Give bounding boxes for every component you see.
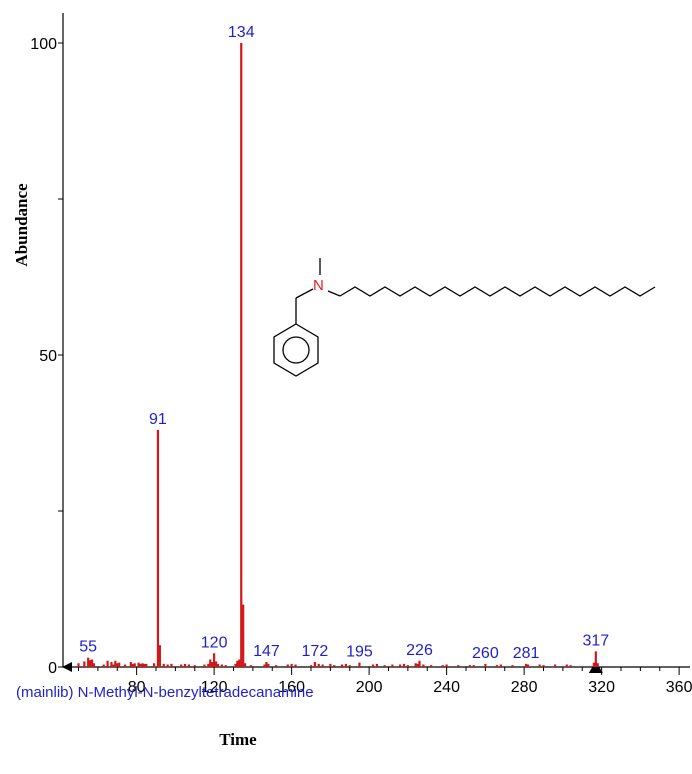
major-peak-bars: [87, 43, 597, 667]
x-axis-title: Time: [219, 730, 257, 749]
peak-label: 195: [346, 644, 373, 661]
n-benzyl-bond: [295, 288, 314, 299]
x-axis-left-arrow-icon: [62, 662, 72, 672]
y-tick-label: 100: [30, 36, 57, 53]
benzene-ring: [273, 323, 319, 377]
minor-peak-bars: [77, 645, 599, 667]
x-tick-label: 240: [433, 679, 460, 696]
x-tick-label: 360: [666, 679, 692, 696]
x-tick-label: 120: [201, 679, 228, 696]
peak-label: 55: [79, 639, 97, 656]
peak-label: 120: [201, 634, 228, 651]
peak-label: 226: [406, 642, 433, 659]
y-tick-label: 0: [48, 660, 57, 677]
peak-label: 317: [582, 632, 609, 649]
y-axis-title: Abundance: [12, 183, 31, 267]
x-tick-label: 160: [278, 679, 305, 696]
peak-label: 260: [472, 645, 499, 662]
peak-label: 91: [149, 411, 167, 428]
peak-label: 134: [228, 24, 255, 41]
chart-axes: 0 50 100 80 120 160 200 240 280 320 360: [30, 13, 692, 696]
x-tick-label: 320: [588, 679, 615, 696]
peak-label: 172: [302, 643, 329, 660]
n-chain-bond: [327, 290, 341, 297]
peak-label: 147: [253, 643, 280, 660]
tetradecyl-chain: [339, 286, 656, 297]
compound-name: (mainlib) N-Methyl-N-benzyltetradecanami…: [16, 684, 314, 701]
x-tick-label: 200: [356, 679, 383, 696]
nitrogen-atom-label: N: [313, 277, 324, 294]
peak-labels: 55 91 120 134 147 172 195 226 260 281 317: [79, 24, 609, 662]
x-tick-label: 280: [511, 679, 538, 696]
molecule-structure-diagram: N: [273, 258, 656, 377]
peak-label: 281: [513, 645, 540, 662]
benzene-aromatic-circle: [282, 336, 310, 364]
y-tick-label: 50: [39, 348, 57, 365]
x-tick-label: 80: [128, 679, 146, 696]
